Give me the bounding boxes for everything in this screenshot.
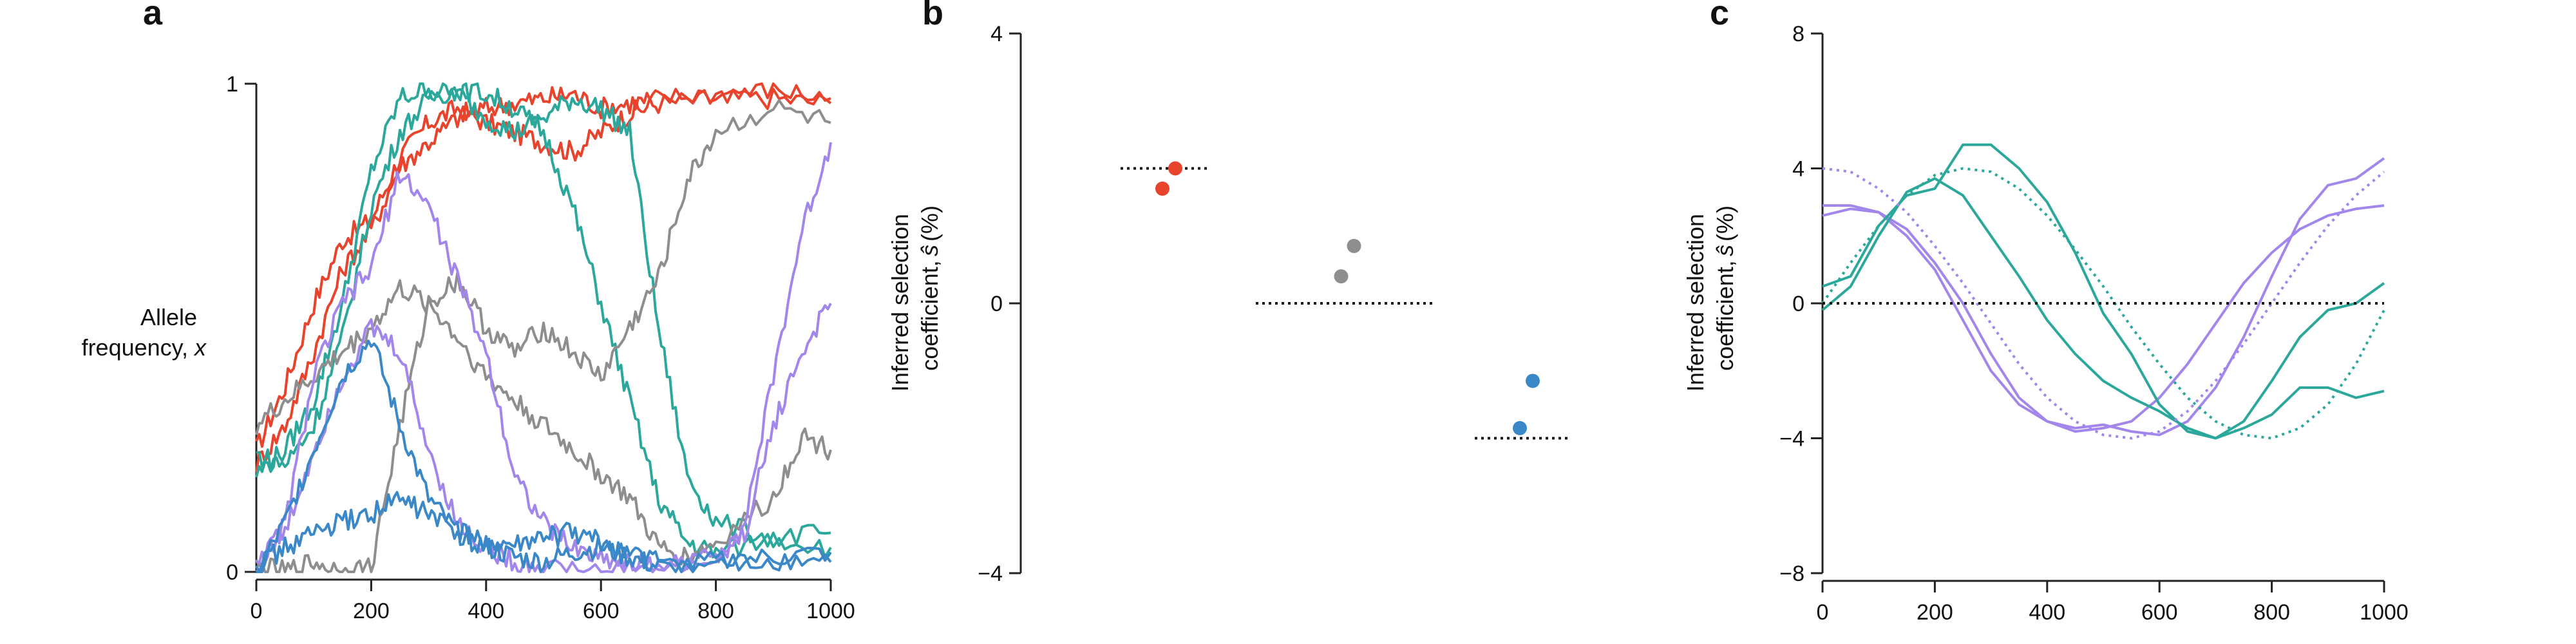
c-ytick-label-4: 8: [1792, 22, 1804, 46]
a-trajectory-1: [255, 82, 831, 473]
b-marks: [1121, 161, 1571, 440]
panel-label-a: a: [143, 0, 163, 32]
ylabel-b-line2: coefficient,: [916, 260, 943, 370]
c-lines: [1821, 143, 2385, 440]
panel-label-b: b: [922, 0, 943, 32]
c-series-3: [1822, 143, 2385, 440]
b-point-1-0: [1347, 238, 1361, 253]
c-ytick-label-3: 4: [1792, 157, 1804, 182]
b-ytick-label-0: −4: [978, 562, 1003, 586]
ylabel-c-unit: (%): [1712, 205, 1738, 242]
b-ytick-label-1: 0: [990, 292, 1003, 316]
ylabel-b-unit: (%): [916, 205, 943, 242]
b-point-1-1: [1334, 269, 1349, 284]
c-xtick-label-2: 400: [2029, 600, 2065, 625]
panel-b: b Inferred selection coefficient, ŝ (%) …: [887, 0, 1571, 586]
ylabel-c: Inferred selection coefficient, ŝ (%): [1682, 205, 1738, 392]
c-ticks: −8 −4 0 4 8 0 200 400 600 800 1000: [1779, 22, 2409, 625]
ylabel-b-line1: Inferred selection: [887, 214, 913, 392]
panel-label-c: c: [1710, 0, 1729, 32]
c-xtick-label-4: 800: [2253, 600, 2290, 625]
a-ticks: 0 1 0 200 400 600 800 1000: [226, 72, 855, 623]
a-xtick-label-5: 1000: [806, 599, 855, 623]
c-xtick-label-1: 200: [1917, 600, 1953, 625]
a-trajectory-5: [255, 279, 832, 565]
panel-a: a Allele frequency, x 0 1 0 200 400 600 800 100…: [82, 0, 855, 623]
a-xtick-label-3: 600: [583, 599, 620, 623]
a-trajectory-9: [256, 491, 832, 573]
c-series-4: [1822, 167, 2385, 440]
a-trajectory-7: [255, 303, 832, 573]
ylabel-a-var: x: [193, 334, 207, 361]
b-point-0-1: [1155, 181, 1170, 196]
b-point-2-0: [1526, 374, 1540, 388]
a-trajectory-2: [255, 82, 831, 548]
ylabel-b: Inferred selection coefficient, ŝ (%): [887, 205, 943, 392]
a-trajectory-3: [256, 82, 832, 559]
a-trajectory-4: [255, 99, 831, 573]
b-point-0-0: [1168, 161, 1182, 176]
a-xtick-label-4: 800: [697, 599, 734, 623]
a-ytick-label-1: 1: [226, 72, 238, 97]
c-xtick-label-3: 600: [2141, 600, 2178, 625]
a-trajectory-6: [255, 142, 832, 573]
a-xtick-label-2: 400: [468, 599, 504, 623]
ylabel-b-var: ŝ: [916, 245, 943, 256]
c-series-0: [1823, 204, 2385, 433]
c-ytick-label-2: 0: [1792, 292, 1804, 316]
a-lines: [255, 82, 832, 573]
a-trajectory-0: [255, 87, 832, 448]
ylabel-c-var: ŝ: [1712, 245, 1738, 256]
a-xtick-label-1: 200: [353, 599, 390, 623]
ylabel-c-line1: Inferred selection: [1682, 214, 1709, 392]
b-ticks: −4 0 4: [978, 22, 1022, 586]
c-series-1: [1822, 157, 2385, 437]
b-ytick-label-2: 4: [990, 22, 1003, 46]
ylabel-c-line2: coefficient,: [1712, 260, 1738, 370]
a-xtick-label-0: 0: [251, 599, 263, 623]
c-xtick-label-5: 1000: [2360, 600, 2409, 625]
ylabel-a-line2: frequency,: [82, 334, 188, 361]
c-ytick-label-0: −8: [1779, 562, 1804, 586]
c-xtick-label-0: 0: [1817, 600, 1829, 625]
b-point-2-1: [1513, 421, 1527, 435]
c-series-5: [1821, 167, 2385, 440]
c-ytick-label-1: −4: [1779, 427, 1804, 451]
a-ytick-label-0: 0: [226, 560, 238, 585]
panel-c: c Inferred selection coefficient, ŝ (%) …: [1682, 0, 2409, 625]
a-trajectory-8: [255, 339, 832, 573]
ylabel-a-line1: Allele: [140, 304, 197, 330]
